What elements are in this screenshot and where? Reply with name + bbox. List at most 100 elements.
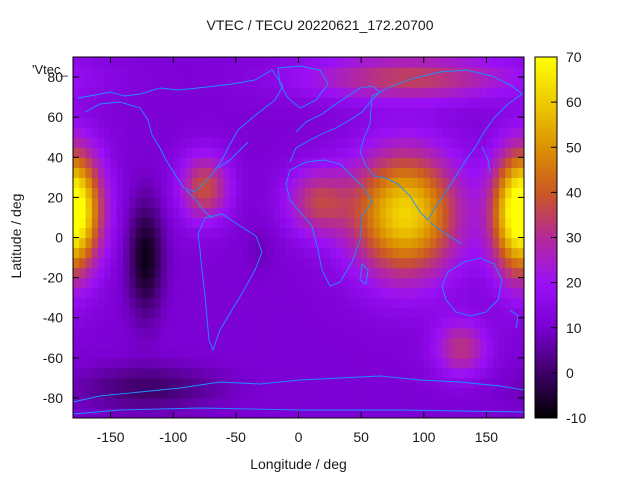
heatmap-cell bbox=[473, 157, 481, 168]
y-tick-label: 40 bbox=[47, 149, 63, 165]
heatmap-cell bbox=[229, 197, 237, 209]
heatmap-cell bbox=[304, 377, 312, 389]
heatmap-cell bbox=[192, 257, 199, 269]
heatmap-cell bbox=[217, 387, 224, 399]
heatmap-cell bbox=[192, 117, 199, 128]
heatmap-cell bbox=[129, 187, 137, 198]
heatmap-cell bbox=[98, 207, 105, 219]
heatmap-cell bbox=[204, 127, 212, 138]
heatmap-cell bbox=[311, 247, 318, 259]
heatmap-cell bbox=[386, 307, 394, 319]
heatmap-cell bbox=[198, 167, 206, 178]
heatmap-cell bbox=[430, 297, 437, 309]
heatmap-cell bbox=[235, 347, 243, 359]
heatmap-cell bbox=[329, 117, 337, 128]
heatmap-cell bbox=[173, 167, 181, 178]
heatmap-cell bbox=[361, 347, 368, 359]
heatmap-cell bbox=[517, 117, 524, 128]
heatmap-cell bbox=[505, 57, 513, 68]
heatmap-cell bbox=[285, 327, 293, 339]
heatmap-cell bbox=[179, 297, 187, 309]
heatmap-cell bbox=[511, 217, 519, 229]
heatmap-cell bbox=[517, 387, 524, 399]
heatmap-cell bbox=[267, 307, 275, 319]
heatmap-cell bbox=[329, 97, 337, 108]
heatmap-cell bbox=[505, 277, 513, 289]
heatmap-cell bbox=[110, 247, 118, 259]
heatmap-cell bbox=[392, 167, 400, 178]
heatmap-cell bbox=[323, 97, 331, 108]
heatmap-cell bbox=[411, 167, 419, 178]
heatmap-cell bbox=[417, 217, 425, 229]
heatmap-cell bbox=[298, 167, 306, 178]
heatmap-cell bbox=[492, 197, 500, 209]
heatmap-cell bbox=[141, 407, 149, 418]
heatmap-cell bbox=[123, 377, 130, 389]
heatmap-cell bbox=[304, 157, 312, 168]
heatmap-cell bbox=[185, 377, 193, 389]
heatmap-cell bbox=[317, 117, 325, 128]
heatmap-cell bbox=[242, 157, 249, 168]
heatmap-cell bbox=[361, 247, 368, 259]
heatmap-cell bbox=[367, 147, 375, 158]
heatmap-cell bbox=[229, 217, 237, 229]
heatmap-cell bbox=[505, 347, 513, 359]
heatmap-cell bbox=[492, 67, 500, 78]
heatmap-cell bbox=[329, 307, 337, 319]
heatmap-cell bbox=[298, 397, 306, 409]
heatmap-cell bbox=[367, 207, 375, 219]
heatmap-cell bbox=[79, 387, 87, 399]
heatmap-cell bbox=[166, 407, 174, 418]
heatmap-cell bbox=[323, 267, 331, 279]
heatmap-cell bbox=[480, 257, 488, 269]
heatmap-cell bbox=[279, 247, 287, 259]
heatmap-cell bbox=[336, 177, 343, 188]
heatmap-cell bbox=[392, 147, 400, 158]
heatmap-cell bbox=[279, 107, 287, 118]
heatmap-cell bbox=[392, 107, 400, 118]
heatmap-cell bbox=[386, 197, 394, 209]
heatmap-cell bbox=[110, 217, 118, 229]
heatmap-cell bbox=[223, 227, 231, 239]
heatmap-cell bbox=[104, 97, 112, 108]
heatmap-cell bbox=[367, 407, 375, 418]
heatmap-cell bbox=[323, 117, 331, 128]
heatmap-cell bbox=[392, 137, 400, 148]
heatmap-cell bbox=[116, 57, 124, 68]
heatmap-cell bbox=[455, 237, 462, 249]
heatmap-cell bbox=[85, 257, 93, 269]
heatmap-cell bbox=[361, 187, 368, 198]
heatmap-cell bbox=[173, 127, 181, 138]
heatmap-cell bbox=[298, 87, 306, 98]
heatmap-cell bbox=[398, 147, 406, 158]
heatmap-cell bbox=[461, 147, 469, 158]
heatmap-cell bbox=[498, 297, 506, 309]
heatmap-cell bbox=[85, 137, 93, 148]
heatmap-cell bbox=[404, 407, 412, 418]
heatmap-cell bbox=[342, 157, 350, 168]
heatmap-cell bbox=[398, 327, 406, 339]
heatmap-cell bbox=[423, 297, 431, 309]
heatmap-cell bbox=[110, 297, 118, 309]
heatmap-cell bbox=[398, 277, 406, 289]
heatmap-cell bbox=[210, 187, 218, 198]
heatmap-cell bbox=[198, 137, 206, 148]
heatmap-cell bbox=[173, 227, 181, 239]
heatmap-cell bbox=[430, 57, 437, 68]
heatmap-cell bbox=[285, 67, 293, 78]
heatmap-cell bbox=[173, 107, 181, 118]
heatmap-cell bbox=[336, 147, 343, 158]
heatmap-cell bbox=[135, 77, 143, 88]
heatmap-cell bbox=[367, 57, 375, 68]
heatmap-cell bbox=[210, 127, 218, 138]
heatmap-cell bbox=[505, 357, 513, 369]
heatmap-cell bbox=[298, 177, 306, 188]
heatmap-cell bbox=[411, 147, 419, 158]
heatmap-cell bbox=[448, 97, 456, 108]
heatmap-cell bbox=[304, 147, 312, 158]
heatmap-cell bbox=[323, 87, 331, 98]
heatmap-cell bbox=[160, 337, 168, 349]
heatmap-cell bbox=[292, 217, 300, 229]
heatmap-cell bbox=[217, 87, 224, 98]
heatmap-cell bbox=[248, 227, 256, 239]
